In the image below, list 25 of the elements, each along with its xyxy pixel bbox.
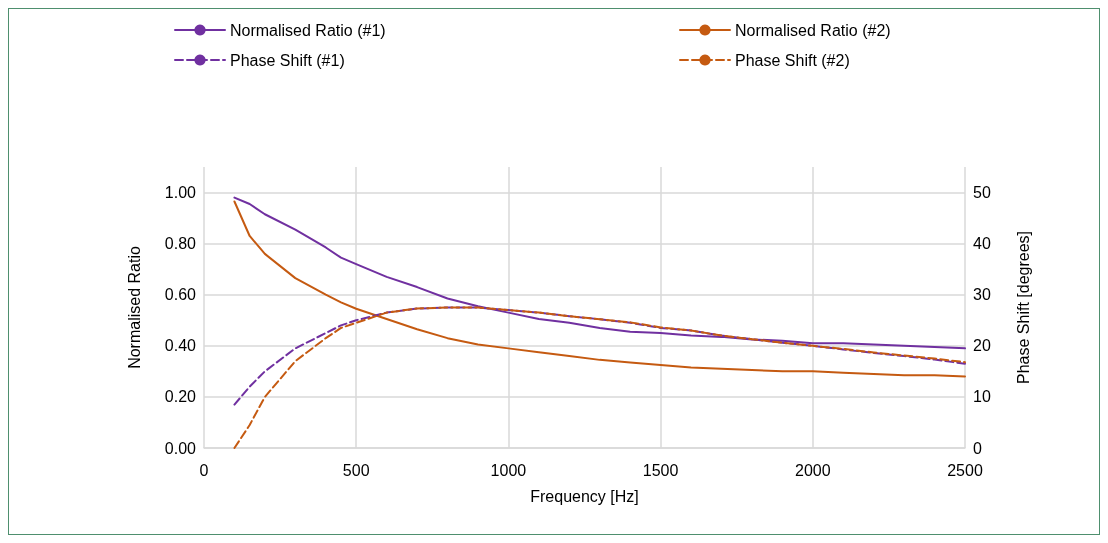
x-tick-label: 500 — [342, 461, 370, 479]
x-tick-label: 1500 — [642, 461, 679, 479]
y-tick-label: 0.20 — [164, 388, 197, 406]
x-tick-label: 1000 — [490, 461, 527, 479]
x-tick-label: 2500 — [947, 461, 983, 479]
y-axis-title: Normalised Ratio — [125, 246, 143, 369]
y2-axis-title: Phase Shift [degrees] — [1014, 231, 1032, 384]
y2-tick-label: 40 — [973, 235, 991, 253]
y2-tick-label: 10 — [973, 388, 991, 406]
y-tick-label: 0.80 — [164, 235, 197, 253]
y-tick-label: 0.40 — [164, 337, 197, 355]
x-axis-title: Frequency [Hz] — [530, 487, 639, 505]
y2-tick-label: 0 — [973, 439, 982, 457]
legend-label: Phase Shift (#2) — [735, 51, 850, 69]
y-tick-label: 1.00 — [164, 184, 197, 202]
y-tick-label: 0.60 — [164, 286, 197, 304]
x-tick-label: 0 — [199, 461, 209, 479]
y2-tick-label: 20 — [973, 337, 991, 355]
legend-label: Normalised Ratio (#2) — [735, 21, 891, 39]
y2-tick-label: 50 — [973, 184, 991, 202]
legend-label: Normalised Ratio (#1) — [230, 21, 386, 39]
y-tick-label: 0.00 — [164, 439, 197, 457]
legend-label: Phase Shift (#1) — [230, 51, 345, 69]
x-tick-label: 2000 — [795, 461, 831, 479]
y2-tick-label: 30 — [973, 286, 991, 304]
